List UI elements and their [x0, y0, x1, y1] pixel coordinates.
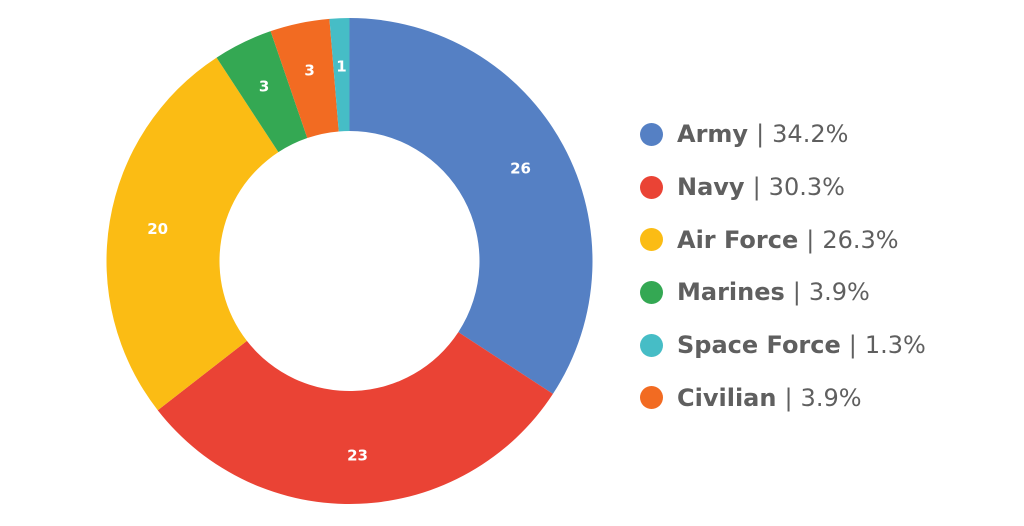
legend-swatch	[640, 280, 663, 304]
legend-percent: 30.3%	[768, 173, 845, 202]
legend-swatch	[640, 122, 663, 146]
slice-value-label: 20	[147, 220, 168, 238]
legend-percent: 26.3%	[822, 225, 899, 254]
legend-swatch	[640, 175, 663, 199]
legend-percent: 1.3%	[864, 331, 926, 360]
legend-percent: 3.9%	[800, 383, 862, 412]
legend-swatch	[640, 386, 663, 410]
legend: Army | 34.2% Navy | 30.3% Air Force | 26.3% Ma…	[640, 108, 926, 424]
legend-item: Army | 34.2%	[640, 108, 926, 161]
legend-separator: |	[792, 278, 801, 307]
legend-item: Marines | 3.9%	[640, 266, 926, 319]
legend-percent: 34.2%	[772, 120, 849, 149]
legend-separator: |	[756, 120, 765, 149]
legend-swatch	[640, 333, 663, 357]
slice-value-label: 3	[259, 77, 269, 95]
legend-item: Navy | 30.3%	[640, 161, 926, 214]
legend-percent: 3.9%	[808, 278, 870, 307]
legend-separator: |	[784, 383, 793, 412]
legend-label: Space Force	[677, 331, 841, 360]
legend-label: Marines	[677, 278, 785, 307]
legend-separator: |	[752, 173, 761, 202]
slice-value-label: 3	[304, 62, 314, 80]
slice-navy	[157, 332, 553, 504]
legend-separator: |	[806, 225, 815, 254]
legend-item: Civilian | 3.9%	[640, 371, 926, 424]
legend-label: Air Force	[677, 225, 799, 254]
slice-air-force	[106, 57, 279, 411]
slice-civilian	[270, 18, 339, 139]
legend-label: Civilian	[677, 383, 777, 412]
slice-army	[349, 18, 593, 394]
legend-item: Air Force | 26.3%	[640, 213, 926, 266]
legend-label: Army	[677, 120, 749, 149]
legend-separator: |	[848, 331, 857, 360]
legend-item: Space Force | 1.3%	[640, 319, 926, 372]
slice-value-label: 23	[347, 446, 368, 464]
slice-space-force	[329, 18, 350, 132]
legend-label: Navy	[677, 173, 745, 202]
slice-value-label: 26	[510, 159, 531, 177]
slice-value-label: 1	[336, 58, 346, 76]
slice-marines	[216, 31, 308, 153]
legend-swatch	[640, 228, 663, 252]
